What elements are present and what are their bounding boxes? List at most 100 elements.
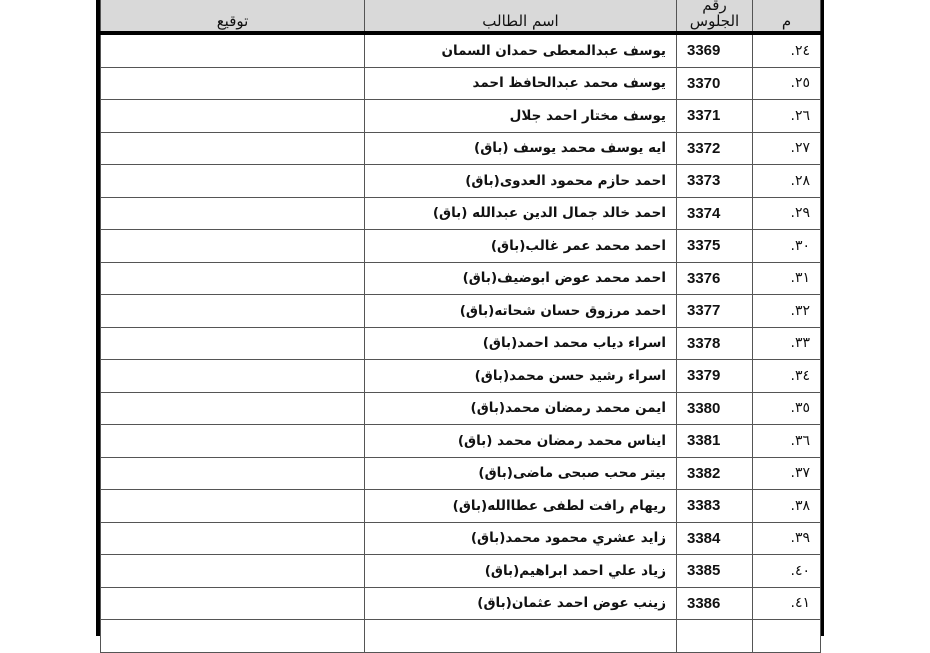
student-name: اسراء دياب محمد احمد(باق) [364,326,677,360]
row-index: ٣٤. [752,359,821,393]
seat-number: 3372 [676,131,753,165]
table-row: ٤١. 3386 زينب عوض احمد عثمان(باق) [100,586,821,620]
row-index: ٤٠. [752,554,821,588]
table-row: ٣٠. 3375 احمد محمد عمر غالب(باق) [100,229,821,263]
table-row: ٣١. 3376 احمد محمد عوض ابوضيف(باق) [100,261,821,295]
seat-number: 3380 [676,391,753,425]
row-index: ٣٩. [752,521,821,555]
seat-number: 3369 [676,32,753,68]
signature-cell [100,261,365,295]
seat-number: 3371 [676,99,753,133]
seat-number: 3386 [676,586,753,620]
row-index: ٣٢. [752,294,821,328]
signature-cell [100,229,365,263]
student-name: بيتر محب صبحى ماضى(باق) [364,456,677,490]
row-index: ٢٧. [752,131,821,165]
table-row: ٣٢. 3377 احمد مرزوق حسان شحاته(باق) [100,294,821,328]
row-index: ٣٣. [752,326,821,360]
row-index: ٤١. [752,586,821,620]
student-name: ايمن محمد رمضان محمد(باق) [364,391,677,425]
signature-cell [100,489,365,523]
row-index: ٣٠. [752,229,821,263]
seat-number: 3384 [676,521,753,555]
seat-number: 3377 [676,294,753,328]
seat-number: 3373 [676,164,753,198]
header-student-name: اسم الطالب [364,0,677,35]
student-name: احمد محمد عوض ابوضيف(باق) [364,261,677,295]
seat-number: 3376 [676,261,753,295]
signature-cell [100,66,365,100]
seat-number: 3375 [676,229,753,263]
signature-cell [100,99,365,133]
signature-cell [100,586,365,620]
table-row: ٢٤. 3369 يوسف عبدالمعطى حمدان السمان [100,32,821,68]
signature-cell [100,456,365,490]
signature-cell [100,32,365,68]
header-seat-line2: الجلوس [689,12,740,30]
table-row: ٣٣. 3378 اسراء دياب محمد احمد(باق) [100,326,821,360]
seat-number: 3381 [676,424,753,458]
seat-number: 3379 [676,359,753,393]
row-index: ٢٦. [752,99,821,133]
table-row: ٢٨. 3373 احمد حازم محمود العدوى(باق) [100,164,821,198]
seat-number: 3374 [676,196,753,230]
student-name: احمد مرزوق حسان شحاته(باق) [364,294,677,328]
student-name: ريهام رافت لطفى عطاالله(باق) [364,489,677,523]
header-index: م [752,0,821,35]
student-name: احمد محمد عمر غالب(باق) [364,229,677,263]
student-name: يوسف محمد عبدالحافظ احمد [364,66,677,100]
seat-number: 3378 [676,326,753,360]
student-name: يوسف عبدالمعطى حمدان السمان [364,32,677,68]
row-index: ٢٥. [752,66,821,100]
row-index: ٣٦. [752,424,821,458]
signature-cell [100,294,365,328]
table-row: ٣٧. 3382 بيتر محب صبحى ماضى(باق) [100,456,821,490]
student-name: زياد علي احمد ابراهيم(باق) [364,554,677,588]
table-row [100,619,821,653]
table-row: ٢٧. 3372 ايه يوسف محمد يوسف (باق) [100,131,821,165]
row-index: ٣٨. [752,489,821,523]
signature-cell [100,131,365,165]
header-seat-number: رقم الجلوس [676,0,753,35]
table-row: ٢٥. 3370 يوسف محمد عبدالحافظ احمد [100,66,821,100]
header-seat-line1: رقم [702,0,727,14]
student-name [364,619,677,653]
student-name: زينب عوض احمد عثمان(باق) [364,586,677,620]
row-index: ٢٤. [752,32,821,68]
seat-number: 3383 [676,489,753,523]
table-row: ٢٩. 3374 احمد خالد جمال الدين عبدالله (باق… [100,196,821,230]
row-index [752,619,821,653]
row-index: ٣١. [752,261,821,295]
row-index: ٣٧. [752,456,821,490]
signature-cell [100,424,365,458]
student-name: يوسف مختار احمد جلال [364,99,677,133]
student-name: اسراء رشيد حسن محمد(باق) [364,359,677,393]
table-row: ٣٨. 3383 ريهام رافت لطفى عطاالله(باق) [100,489,821,523]
student-name: ايناس محمد رمضان محمد (باق) [364,424,677,458]
student-name: ايه يوسف محمد يوسف (باق) [364,131,677,165]
signature-cell [100,359,365,393]
table-row: ٣٤. 3379 اسراء رشيد حسن محمد(باق) [100,359,821,393]
seat-number [676,619,753,653]
signature-cell [100,554,365,588]
student-table: م رقم الجلوس اسم الطالب توقيع ٢٤. 3369 يوس… [100,0,821,653]
signature-cell [100,196,365,230]
row-index: ٢٨. [752,164,821,198]
signature-cell [100,619,365,653]
table-row: ٢٦. 3371 يوسف مختار احمد جلال [100,99,821,133]
signature-cell [100,326,365,360]
row-index: ٣٥. [752,391,821,425]
table-row: ٤٠. 3385 زياد علي احمد ابراهيم(باق) [100,554,821,588]
table-row: ٣٥. 3380 ايمن محمد رمضان محمد(باق) [100,391,821,425]
table-row: ٣٩. 3384 زايد عشري محمود محمد(باق) [100,521,821,555]
signature-cell [100,164,365,198]
seat-number: 3385 [676,554,753,588]
row-index: ٢٩. [752,196,821,230]
seat-number: 3370 [676,66,753,100]
student-name: احمد حازم محمود العدوى(باق) [364,164,677,198]
table-header-row: م رقم الجلوس اسم الطالب توقيع [100,0,821,35]
signature-cell [100,391,365,425]
student-list-sheet: م رقم الجلوس اسم الطالب توقيع ٢٤. 3369 يوس… [96,0,824,653]
seat-number: 3382 [676,456,753,490]
table-row: ٣٦. 3381 ايناس محمد رمضان محمد (باق) [100,424,821,458]
